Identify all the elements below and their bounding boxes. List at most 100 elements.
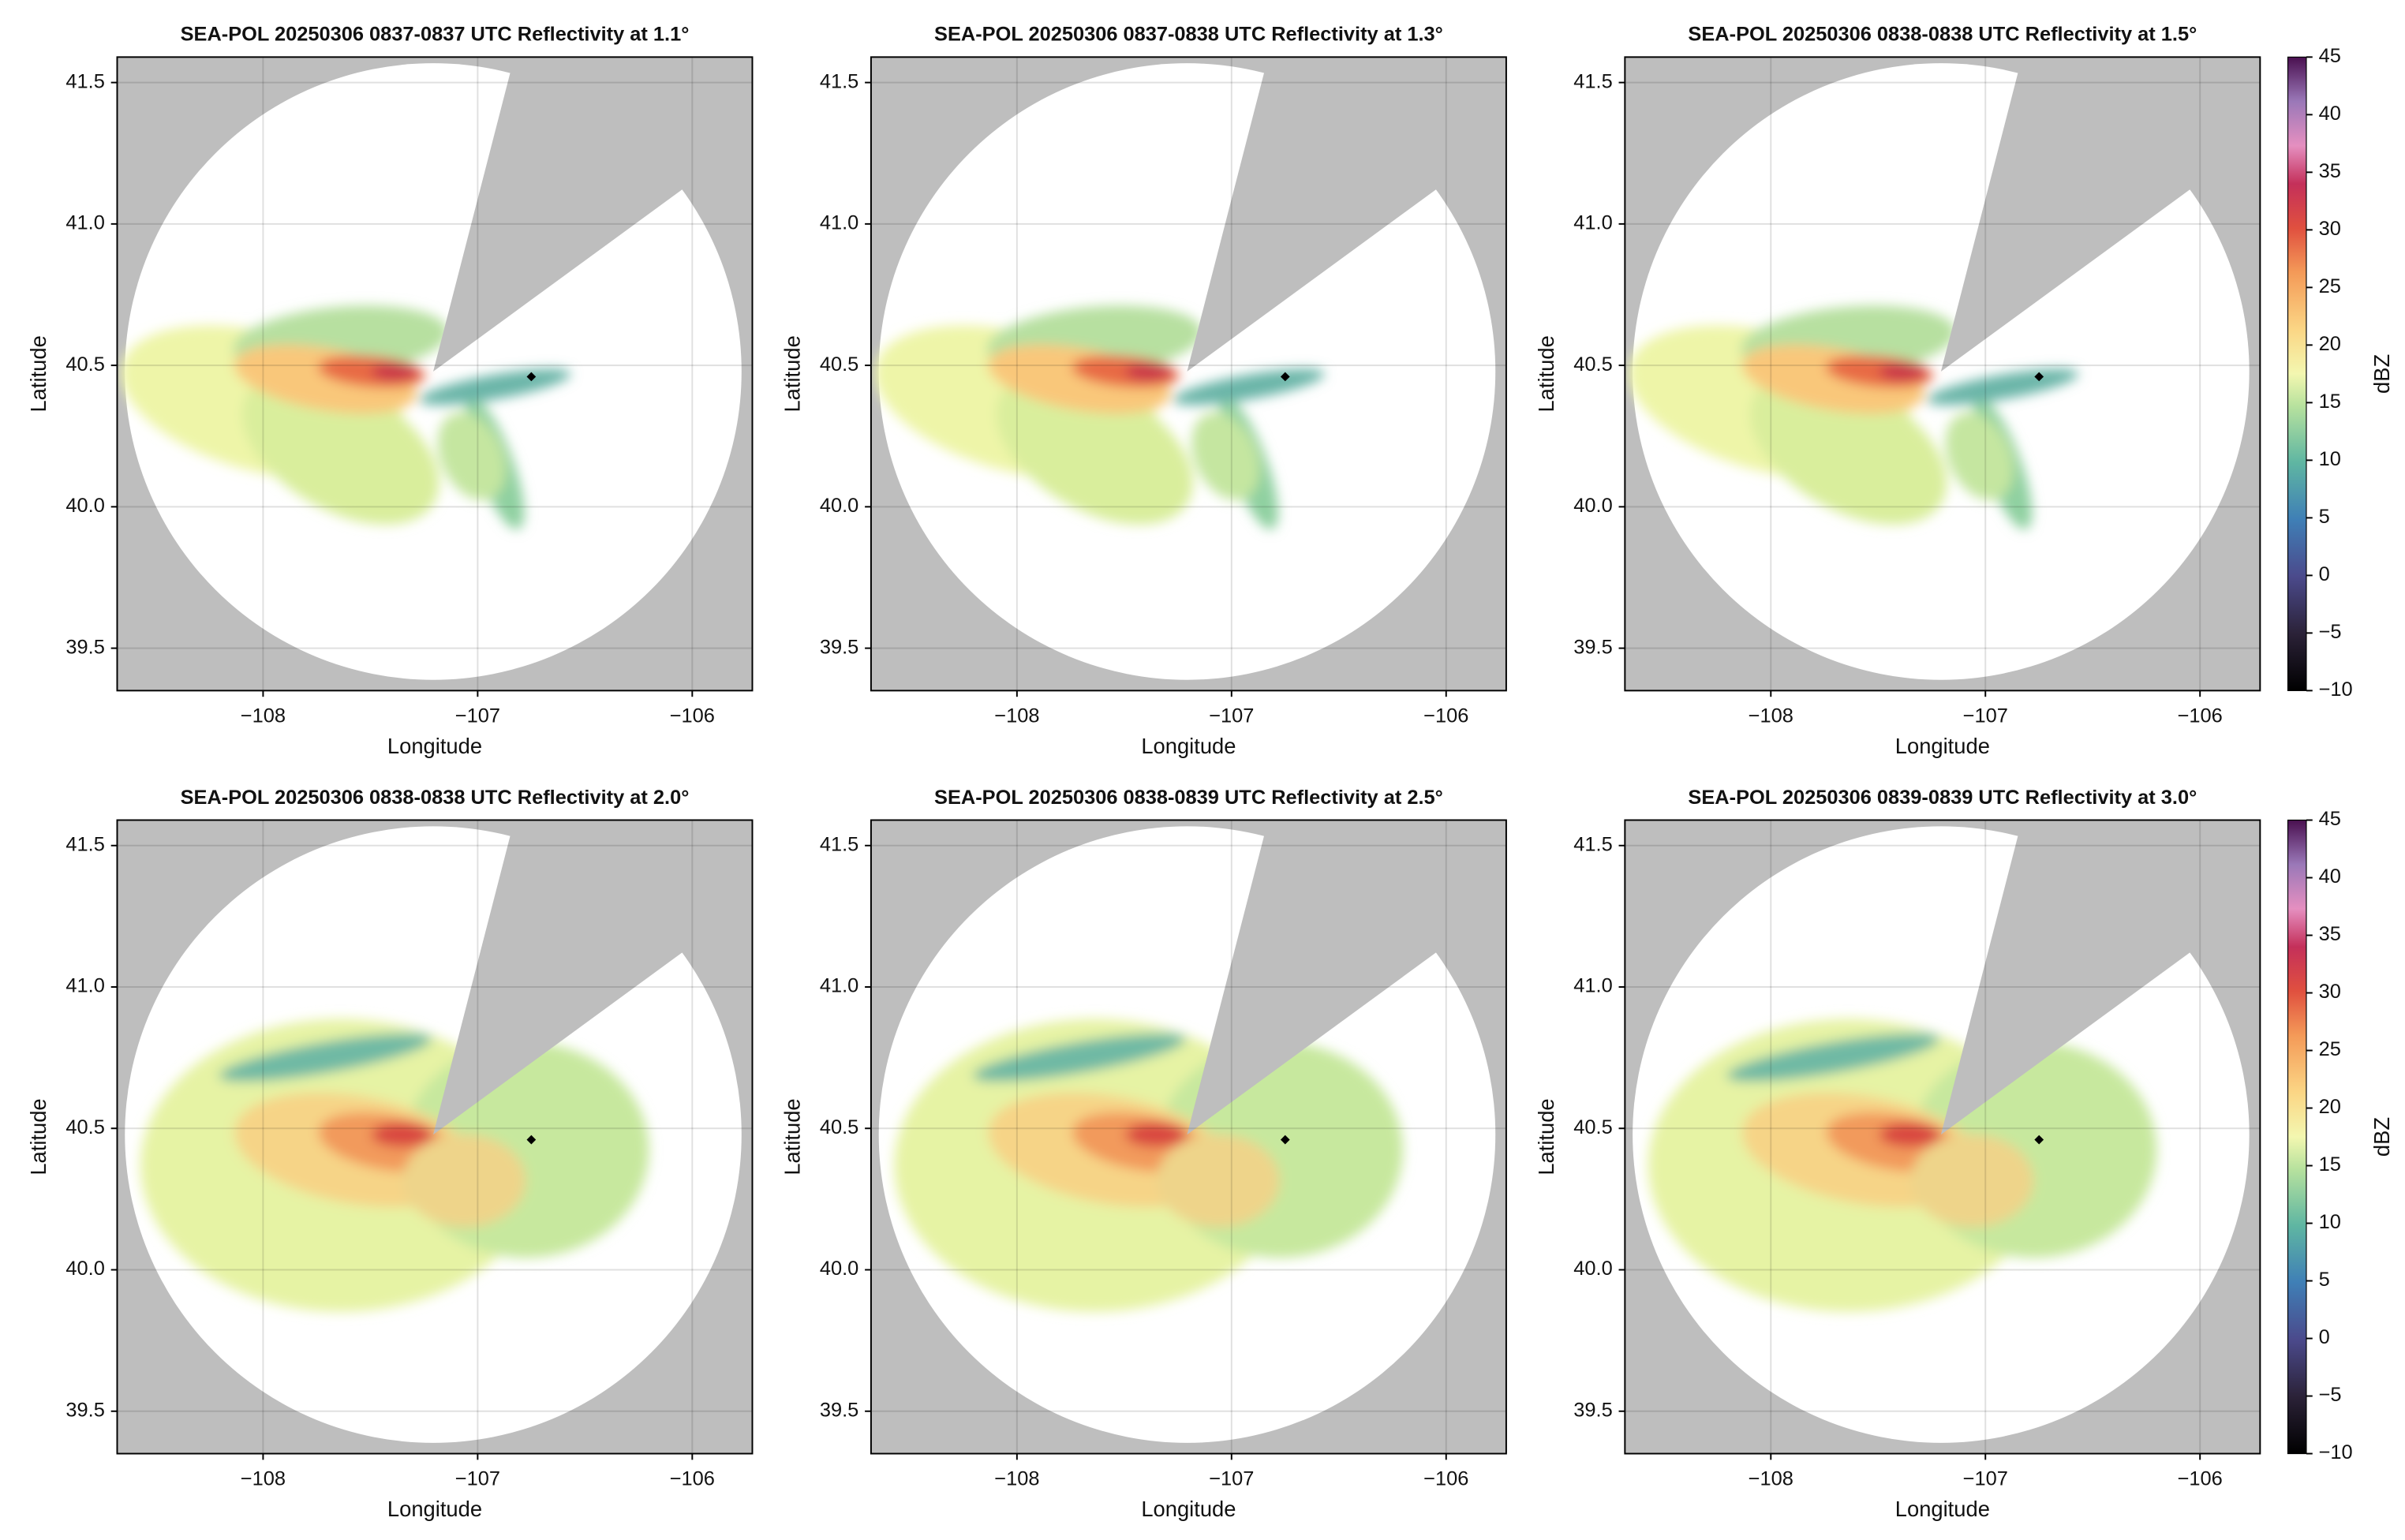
reflectivity-echo	[402, 1134, 526, 1228]
colorbar-tick-label: 10	[2319, 1211, 2341, 1233]
x-axis-label: Longitude	[387, 1497, 482, 1521]
reflectivity-echo	[1125, 1122, 1188, 1147]
colorbar-tick-label: 10	[2319, 448, 2341, 470]
y-tick-label: 41.0	[820, 212, 858, 234]
colorbar-tick-label: 35	[2319, 160, 2341, 182]
x-tick-label: −107	[455, 705, 500, 727]
y-tick-label: 41.5	[1573, 833, 1612, 855]
colorbar-tick-label: 5	[2319, 506, 2330, 528]
y-tick-label: 41.0	[1573, 975, 1612, 997]
plot-frame	[1624, 56, 2261, 692]
plot-frame	[870, 819, 1507, 1455]
colorbar-tick-label: 30	[2319, 981, 2341, 1003]
colorbar-tick-label: 25	[2319, 275, 2341, 297]
blocked-sector	[433, 57, 753, 372]
reflectivity-echo	[1726, 1033, 1939, 1082]
colorbar-tick-label: 20	[2319, 333, 2341, 355]
site-marker	[2034, 372, 2044, 382]
plot-area	[870, 57, 1506, 691]
reflectivity-echo	[219, 1033, 432, 1082]
colorbar-tick-label: 25	[2319, 1038, 2341, 1060]
plot-area	[1625, 820, 2261, 1454]
reflectivity-echo	[1945, 412, 2014, 501]
reflectivity-echo	[437, 412, 507, 501]
reflectivity-echo	[1125, 362, 1172, 381]
y-tick-label: 39.5	[1573, 1399, 1612, 1421]
reflectivity-echo	[1191, 412, 1260, 501]
panel: 39.5 40.0 40.5 41.0 41.5 −108 −107 −106 SEA-POL …	[780, 24, 1507, 758]
y-tick-label: 40.5	[65, 1116, 104, 1138]
echo-group	[121, 305, 571, 530]
y-tick-label: 41.5	[820, 833, 858, 855]
y-axis-label: Latitude	[1534, 1098, 1558, 1175]
x-tick-label: −107	[1963, 705, 2008, 727]
x-tick-label: −107	[1963, 1467, 2008, 1490]
panel: 39.5 40.0 40.5 41.0 41.5 −108 −107 −106 SEA-POL …	[26, 24, 754, 758]
x-axis-label: Longitude	[1141, 734, 1236, 758]
y-tick-label: 40.5	[820, 1116, 858, 1138]
y-axis-label: Latitude	[26, 335, 50, 412]
y-tick-label: 41.0	[1573, 212, 1612, 234]
panel: 39.5 40.0 40.5 41.0 41.5 −108 −107 −106 SEA-POL …	[1534, 24, 2394, 758]
reflectivity-echo	[1156, 1134, 1280, 1228]
x-tick-label: −106	[1423, 705, 1468, 727]
plot-frame	[1624, 819, 2261, 1455]
panel-title: SEA-POL 20250306 0838-0839 UTC Reflectiv…	[934, 787, 1443, 809]
reflectivity-echo	[1879, 362, 1926, 381]
panel-title: SEA-POL 20250306 0838-0838 UTC Reflectiv…	[181, 787, 690, 809]
x-tick-label: −108	[1749, 705, 1793, 727]
blocked-sector	[1940, 57, 2261, 372]
colorbar	[2287, 819, 2307, 1455]
panel: 39.5 40.0 40.5 41.0 41.5 −108 −107 −106 SEA-POL …	[780, 787, 1507, 1521]
colorbar-label: dBZ	[2369, 354, 2394, 394]
x-axis-label: Longitude	[387, 734, 482, 758]
colorbar-tick-label: 5	[2319, 1269, 2330, 1291]
x-tick-label: −108	[241, 1467, 286, 1490]
panel: 39.5 40.0 40.5 41.0 41.5 −108 −107 −106 SEA-POL …	[26, 787, 754, 1521]
y-tick-label: 41.5	[1573, 70, 1612, 92]
colorbar-tick-label: 35	[2319, 923, 2341, 945]
y-tick-label: 41.0	[65, 975, 104, 997]
y-tick-label: 41.5	[65, 70, 104, 92]
plot-area	[117, 57, 753, 691]
y-tick-label: 39.5	[65, 636, 104, 658]
y-axis-label: Latitude	[1534, 335, 1558, 412]
y-tick-label: 40.0	[65, 495, 104, 517]
site-marker	[526, 372, 537, 382]
echo-group	[140, 1019, 649, 1312]
y-axis-label: Latitude	[26, 1098, 50, 1175]
panel-title: SEA-POL 20250306 0839-0839 UTC Reflectiv…	[1688, 787, 2197, 809]
colorbar-tick-label: 40	[2319, 865, 2341, 888]
colorbar	[2287, 56, 2307, 691]
panel-title: SEA-POL 20250306 0837-0838 UTC Reflectiv…	[934, 24, 1443, 46]
blocked-sector	[1940, 820, 2261, 1135]
colorbar-tick-label: −5	[2319, 621, 2342, 643]
echo-group	[874, 305, 1325, 530]
colorbar-label: dBZ	[2369, 1117, 2394, 1157]
y-tick-label: 40.5	[1573, 1116, 1612, 1138]
y-tick-label: 40.5	[65, 353, 104, 376]
x-tick-label: −106	[670, 705, 715, 727]
colorbar-tick-label: 15	[2319, 391, 2341, 413]
x-tick-label: −106	[2178, 1467, 2223, 1490]
y-tick-label: 40.0	[1573, 495, 1612, 517]
y-tick-label: 41.5	[65, 833, 104, 855]
plot-frame	[116, 56, 754, 692]
y-axis-label: Latitude	[780, 1098, 804, 1175]
colorbar-tick-label: 40	[2319, 103, 2341, 125]
colorbar-tick-label: 45	[2319, 45, 2341, 67]
site-marker	[526, 1134, 537, 1145]
y-tick-label: 41.5	[820, 70, 858, 92]
y-tick-label: 40.0	[1573, 1258, 1612, 1280]
x-axis-label: Longitude	[1895, 734, 1990, 758]
panel-title: SEA-POL 20250306 0838-0838 UTC Reflectiv…	[1688, 24, 2197, 46]
colorbar-tick-label: 45	[2319, 808, 2341, 830]
site-marker	[1280, 372, 1290, 382]
colorbar-tick-label: 30	[2319, 218, 2341, 240]
plot-frame	[116, 819, 754, 1455]
y-tick-label: 41.0	[820, 975, 858, 997]
plot-area	[1625, 57, 2261, 691]
y-tick-label: 40.0	[820, 495, 858, 517]
reflectivity-echo	[972, 1033, 1186, 1082]
